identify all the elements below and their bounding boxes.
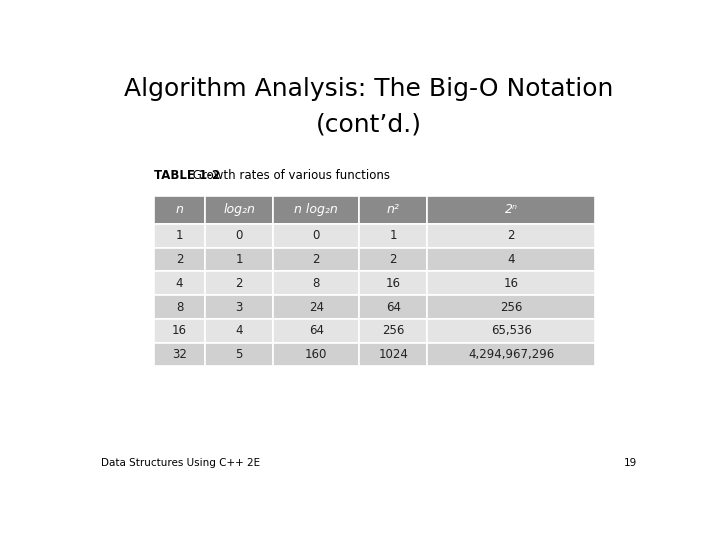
Text: 1024: 1024 — [379, 348, 408, 361]
Bar — [205, 224, 273, 248]
Text: 256: 256 — [500, 300, 523, 314]
Text: 1: 1 — [235, 253, 243, 266]
Bar — [428, 272, 595, 295]
Bar — [359, 272, 428, 295]
Bar — [154, 319, 205, 342]
Text: 32: 32 — [172, 348, 187, 361]
Bar — [205, 295, 273, 319]
Text: Growth rates of various functions: Growth rates of various functions — [189, 170, 390, 183]
Text: 24: 24 — [309, 300, 324, 314]
Bar — [428, 248, 595, 272]
Bar — [359, 295, 428, 319]
Text: 19: 19 — [624, 458, 637, 468]
Text: n: n — [176, 204, 184, 217]
Bar — [273, 272, 359, 295]
Bar — [205, 319, 273, 342]
Text: TABLE 1-2: TABLE 1-2 — [154, 170, 220, 183]
Bar — [359, 342, 428, 366]
Bar — [273, 224, 359, 248]
Bar — [154, 342, 205, 366]
Bar — [428, 224, 595, 248]
Text: 65,536: 65,536 — [491, 324, 531, 337]
Text: Data Structures Using C++ 2E: Data Structures Using C++ 2E — [101, 458, 261, 468]
Text: 2: 2 — [312, 253, 320, 266]
Bar — [273, 196, 359, 224]
Text: (cont’d.): (cont’d.) — [316, 113, 422, 137]
Bar — [359, 224, 428, 248]
Text: 2: 2 — [235, 277, 243, 290]
Bar — [154, 248, 205, 272]
Text: n²: n² — [387, 204, 400, 217]
Text: 4,294,967,296: 4,294,967,296 — [468, 348, 554, 361]
Text: 0: 0 — [235, 230, 243, 242]
Text: 16: 16 — [386, 277, 401, 290]
Text: n log₂n: n log₂n — [294, 204, 338, 217]
Text: 4: 4 — [176, 277, 184, 290]
Text: 4: 4 — [508, 253, 515, 266]
Text: 2: 2 — [390, 253, 397, 266]
Bar — [428, 342, 595, 366]
Bar — [428, 295, 595, 319]
Text: 1: 1 — [176, 230, 184, 242]
Text: 3: 3 — [235, 300, 243, 314]
Bar — [154, 295, 205, 319]
Text: 5: 5 — [235, 348, 243, 361]
Bar — [359, 248, 428, 272]
Bar — [205, 342, 273, 366]
Text: Algorithm Analysis: The Big-O Notation: Algorithm Analysis: The Big-O Notation — [125, 77, 613, 102]
Text: 8: 8 — [312, 277, 320, 290]
Bar — [428, 319, 595, 342]
Bar — [359, 319, 428, 342]
Text: 2: 2 — [508, 230, 515, 242]
Text: 64: 64 — [309, 324, 324, 337]
Text: 0: 0 — [312, 230, 320, 242]
Bar — [273, 295, 359, 319]
Bar — [273, 319, 359, 342]
Bar — [273, 342, 359, 366]
Bar — [205, 248, 273, 272]
Bar — [205, 272, 273, 295]
Bar — [205, 196, 273, 224]
Text: 2: 2 — [176, 253, 184, 266]
Text: 16: 16 — [504, 277, 518, 290]
Bar — [154, 224, 205, 248]
Text: 160: 160 — [305, 348, 328, 361]
Text: 1: 1 — [390, 230, 397, 242]
Bar — [359, 196, 428, 224]
Bar — [273, 248, 359, 272]
Text: 16: 16 — [172, 324, 187, 337]
Bar — [154, 196, 205, 224]
Text: 256: 256 — [382, 324, 405, 337]
Bar — [154, 272, 205, 295]
Text: 64: 64 — [386, 300, 401, 314]
Text: 4: 4 — [235, 324, 243, 337]
Text: log₂n: log₂n — [223, 204, 255, 217]
Bar — [428, 196, 595, 224]
Text: 8: 8 — [176, 300, 183, 314]
Text: 2ⁿ: 2ⁿ — [505, 204, 518, 217]
